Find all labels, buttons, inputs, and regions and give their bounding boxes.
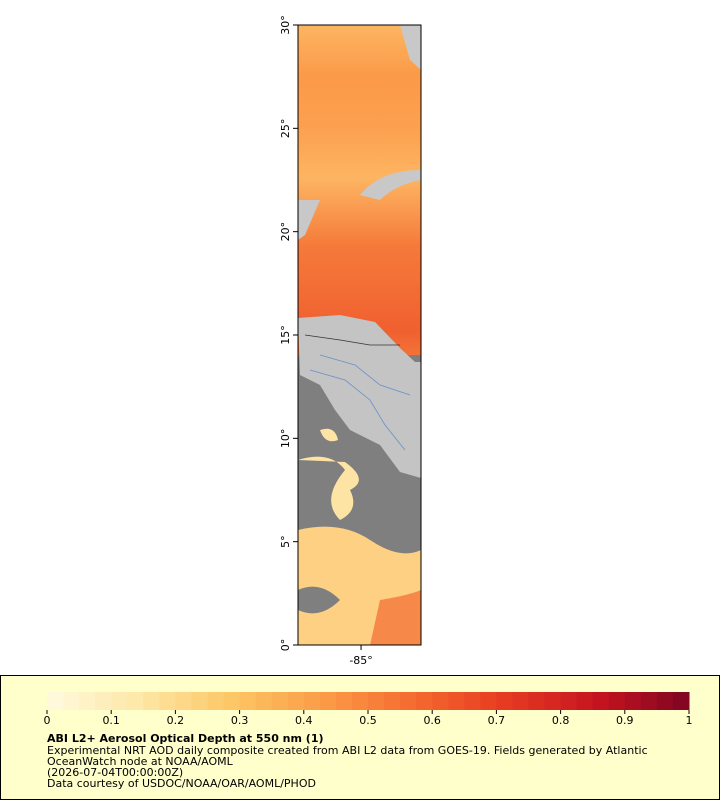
- colorbar-step: [384, 692, 401, 710]
- colorbar-tick-label: 0.3: [231, 714, 249, 727]
- colorbar-step: [63, 692, 80, 710]
- colorbar-step: [464, 692, 481, 710]
- legend-line: (2026-07-04T00:00:00Z): [47, 766, 183, 779]
- colorbar-tick-label: 0.2: [167, 714, 185, 727]
- colorbar-step: [656, 692, 674, 710]
- colorbar-step: [239, 692, 257, 710]
- colorbar-step: [143, 692, 160, 710]
- colorbar-step: [223, 692, 241, 710]
- colorbar-tick-label: 0.4: [295, 714, 313, 727]
- legend-line: Data courtesy of USDOC/NOAA/OAR/AOML/PHO…: [47, 777, 316, 790]
- lon-tick-label: -85°: [349, 654, 372, 667]
- colorbar-step: [416, 692, 433, 710]
- colorbar-step: [368, 692, 385, 710]
- colorbar-tick-label: 0: [44, 714, 51, 727]
- colorbar-step: [95, 692, 112, 710]
- colorbar-step: [448, 692, 465, 710]
- colorbar-step: [255, 692, 273, 710]
- colorbar-step: [672, 692, 690, 710]
- colorbar-step: [480, 692, 497, 710]
- legend-title: ABI L2+ Aerosol Optical Depth at 550 nm …: [47, 732, 324, 745]
- colorbar-step: [159, 692, 176, 710]
- colorbar-step: [432, 692, 449, 710]
- colorbar-tick-label: 0.1: [102, 714, 120, 727]
- colorbar-step: [351, 692, 369, 710]
- colorbar-step: [528, 692, 546, 710]
- colorbar-step: [496, 692, 513, 710]
- colorbar-step: [576, 692, 594, 710]
- colorbar-step: [560, 692, 578, 710]
- colorbar-step: [111, 692, 128, 710]
- lat-tick-label: 5°: [279, 535, 292, 548]
- lat-tick-label: 30°: [279, 15, 292, 35]
- colorbar-step: [175, 692, 192, 710]
- colorbar-step: [608, 692, 626, 710]
- colorbar-step: [592, 692, 610, 710]
- colorbar-step: [512, 692, 529, 710]
- colorbar-tick-label: 0.9: [616, 714, 634, 727]
- colorbar-tick-label: 1: [686, 714, 693, 727]
- colorbar-step: [335, 692, 353, 710]
- colorbar-step: [79, 692, 96, 710]
- lat-tick-label: 10°: [279, 429, 292, 449]
- lat-tick-label: 25°: [279, 119, 292, 139]
- colorbar-step: [319, 692, 337, 710]
- colorbar-step: [207, 692, 225, 710]
- colorbar-step: [47, 692, 64, 710]
- lat-tick-label: 20°: [279, 222, 292, 242]
- colorbar-step: [640, 692, 658, 710]
- colorbar-tick-label: 0.8: [552, 714, 570, 727]
- colorbar-step: [191, 692, 208, 710]
- colorbar-step: [544, 692, 562, 710]
- colorbar-tick-label: 0.7: [488, 714, 506, 727]
- legend-line: OceanWatch node at NOAA/AOML: [47, 755, 234, 768]
- colorbar-tick-label: 0.6: [423, 714, 441, 727]
- colorbar-step: [271, 692, 289, 710]
- map-image: [298, 25, 421, 645]
- colorbar-step: [287, 692, 305, 710]
- lat-tick-label: 0°: [279, 639, 292, 652]
- colorbar-step: [400, 692, 417, 710]
- colorbar-step: [303, 692, 321, 710]
- legend-line: Experimental NRT AOD daily composite cre…: [47, 744, 648, 757]
- colorbar-tick-label: 0.5: [359, 714, 377, 727]
- lat-tick-label: 15°: [279, 325, 292, 345]
- colorbar-step: [127, 692, 144, 710]
- colorbar-step: [624, 692, 642, 710]
